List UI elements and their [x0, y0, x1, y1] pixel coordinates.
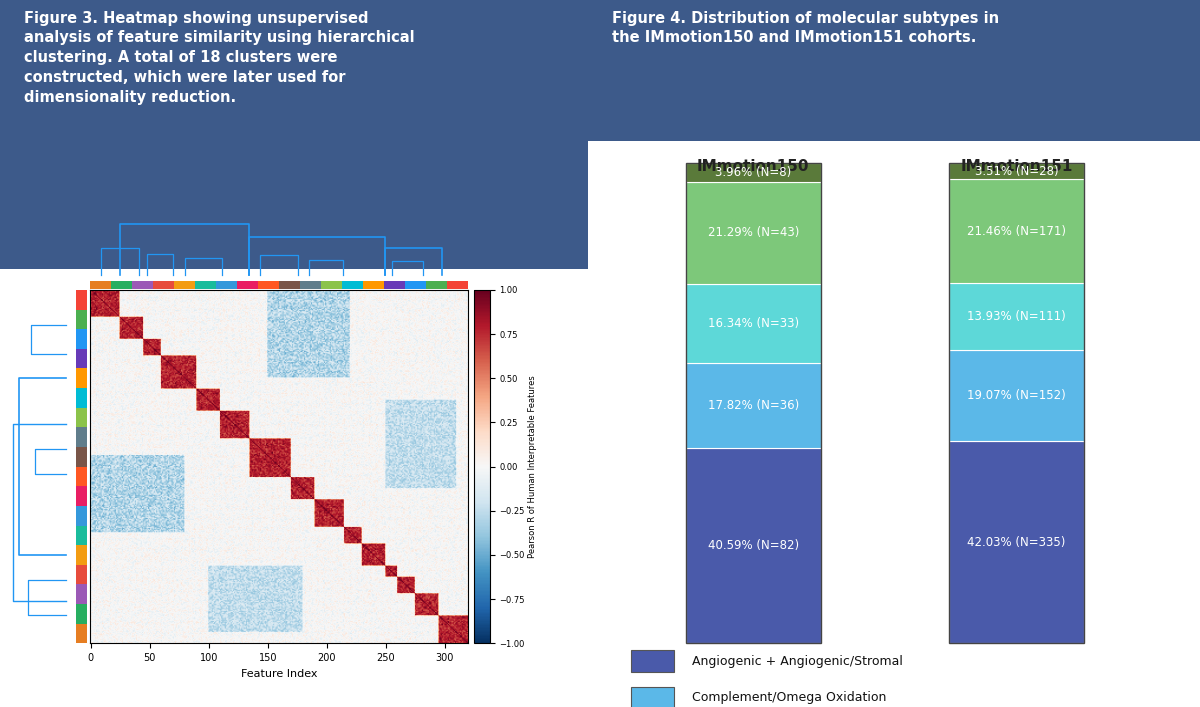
Bar — [631, 687, 673, 707]
Bar — [76, 525, 88, 545]
Text: IMmotion150: IMmotion150 — [697, 159, 810, 174]
Bar — [258, 281, 278, 289]
Bar — [384, 281, 406, 289]
Bar — [132, 281, 154, 289]
Bar — [0, 0, 588, 269]
Text: 13.93% (N=111): 13.93% (N=111) — [967, 310, 1066, 322]
Text: 17.82% (N=36): 17.82% (N=36) — [708, 399, 799, 412]
Text: Angiogenic + Angiogenic/Stromal: Angiogenic + Angiogenic/Stromal — [692, 655, 902, 667]
Bar — [112, 281, 132, 289]
Text: 21.46% (N=171): 21.46% (N=171) — [967, 225, 1066, 238]
Text: IMmotion151: IMmotion151 — [960, 159, 1073, 174]
Bar — [154, 281, 174, 289]
Bar — [76, 506, 88, 525]
Bar — [342, 281, 364, 289]
Bar — [76, 290, 88, 310]
Bar — [76, 467, 88, 486]
Bar — [364, 281, 384, 289]
X-axis label: Feature Index: Feature Index — [241, 669, 317, 679]
Bar — [216, 281, 238, 289]
Bar — [446, 281, 468, 289]
Bar — [686, 163, 821, 643]
Text: Figure 3. Heatmap showing unsupervised
analysis of feature similarity using hier: Figure 3. Heatmap showing unsupervised a… — [24, 11, 414, 105]
Bar — [406, 281, 426, 289]
Bar — [278, 281, 300, 289]
Text: 3.51% (N=28): 3.51% (N=28) — [974, 165, 1058, 177]
Bar — [686, 448, 821, 643]
Bar — [949, 441, 1084, 643]
Text: 19.07% (N=152): 19.07% (N=152) — [967, 389, 1066, 402]
Bar — [76, 368, 88, 388]
Text: 3.96% (N=8): 3.96% (N=8) — [715, 165, 791, 179]
Bar — [588, 0, 1200, 141]
Bar — [194, 281, 216, 289]
Text: 21.29% (N=43): 21.29% (N=43) — [708, 226, 799, 240]
Bar — [76, 408, 88, 427]
Bar — [76, 585, 88, 604]
Bar — [949, 283, 1084, 350]
Bar — [949, 350, 1084, 441]
Text: Complement/Omega Oxidation: Complement/Omega Oxidation — [692, 691, 887, 704]
Bar — [76, 427, 88, 447]
Bar — [76, 388, 88, 408]
Bar — [76, 486, 88, 506]
Bar — [686, 363, 821, 448]
Bar — [686, 163, 821, 182]
Bar — [949, 163, 1084, 180]
Bar — [686, 284, 821, 363]
Bar — [76, 604, 88, 624]
Bar — [238, 281, 258, 289]
Bar — [300, 281, 322, 289]
Bar — [76, 349, 88, 368]
Text: 42.03% (N=335): 42.03% (N=335) — [967, 536, 1066, 549]
Text: Figure 4. Distribution of molecular subtypes in
the IMmotion150 and IMmotion151 : Figure 4. Distribution of molecular subt… — [612, 11, 1000, 45]
Bar — [686, 182, 821, 284]
Bar — [90, 281, 112, 289]
Bar — [949, 163, 1084, 643]
Bar — [631, 650, 673, 672]
Bar — [76, 565, 88, 585]
Bar — [76, 447, 88, 467]
Bar — [76, 624, 88, 643]
Text: 16.34% (N=33): 16.34% (N=33) — [708, 317, 799, 329]
Bar — [322, 281, 342, 289]
Text: 40.59% (N=82): 40.59% (N=82) — [708, 539, 799, 552]
Bar — [76, 545, 88, 565]
Bar — [76, 310, 88, 329]
Bar — [76, 329, 88, 349]
Y-axis label: Pearson R of Human Interpretable Features: Pearson R of Human Interpretable Feature… — [528, 375, 536, 558]
Bar — [426, 281, 446, 289]
Bar — [174, 281, 194, 289]
Bar — [949, 180, 1084, 283]
